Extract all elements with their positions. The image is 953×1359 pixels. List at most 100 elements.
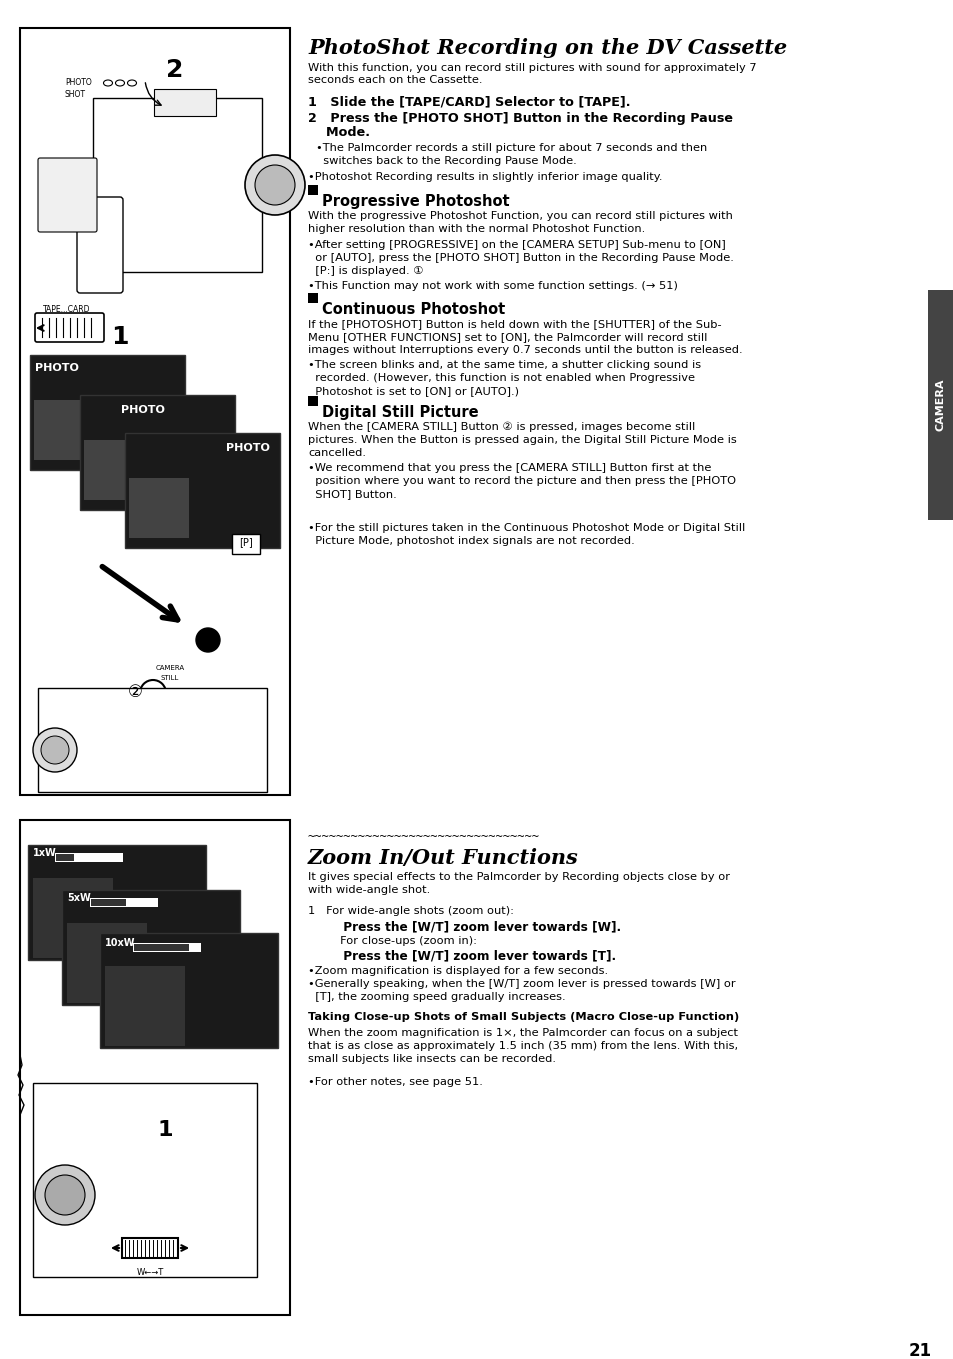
FancyBboxPatch shape	[232, 534, 260, 554]
Circle shape	[195, 628, 220, 652]
Text: Digital Still Picture: Digital Still Picture	[322, 405, 478, 420]
Text: 2   Press the [PHOTO SHOT] Button in the Recording Pause: 2 Press the [PHOTO SHOT] Button in the R…	[308, 111, 732, 125]
Text: switches back to the Recording Pause Mode.: switches back to the Recording Pause Mod…	[315, 156, 577, 166]
FancyBboxPatch shape	[30, 355, 185, 470]
Text: •This Function may not work with some function settings. (→ 51): •This Function may not work with some fu…	[308, 281, 678, 291]
FancyBboxPatch shape	[927, 289, 953, 520]
FancyBboxPatch shape	[62, 890, 240, 1006]
Text: Photoshot is set to [ON] or [AUTO].): Photoshot is set to [ON] or [AUTO].)	[308, 386, 518, 395]
Text: cancelled.: cancelled.	[308, 448, 366, 458]
Text: •For the still pictures taken in the Continuous Photoshot Mode or Digital Still: •For the still pictures taken in the Con…	[308, 523, 744, 533]
Circle shape	[33, 728, 77, 772]
FancyBboxPatch shape	[20, 819, 290, 1316]
FancyBboxPatch shape	[132, 943, 201, 953]
Text: 1   For wide-angle shots (zoom out):: 1 For wide-angle shots (zoom out):	[308, 906, 514, 916]
Text: Taking Close-up Shots of Small Subjects (Macro Close-up Function): Taking Close-up Shots of Small Subjects …	[308, 1012, 739, 1022]
Text: It gives special effects to the Palmcorder by Recording objects close by or: It gives special effects to the Palmcord…	[308, 872, 729, 882]
Text: 10xW: 10xW	[105, 938, 135, 949]
Text: small subjects like insects can be recorded.: small subjects like insects can be recor…	[308, 1055, 556, 1064]
FancyBboxPatch shape	[80, 395, 234, 510]
Text: For close-ups (zoom in):: For close-ups (zoom in):	[322, 936, 476, 946]
Text: 21: 21	[907, 1341, 930, 1359]
FancyBboxPatch shape	[56, 853, 74, 862]
FancyBboxPatch shape	[105, 966, 185, 1046]
FancyBboxPatch shape	[38, 688, 267, 792]
FancyBboxPatch shape	[308, 185, 317, 194]
Circle shape	[41, 737, 69, 764]
Text: position where you want to record the picture and then press the [PHOTO: position where you want to record the pi…	[308, 476, 735, 487]
Text: Zoom In/Out Functions: Zoom In/Out Functions	[308, 848, 578, 868]
Text: SHOT] Button.: SHOT] Button.	[308, 489, 396, 499]
Text: TAPE...CARD: TAPE...CARD	[43, 304, 91, 314]
Text: PHOTO: PHOTO	[226, 443, 270, 453]
Text: Continuous Photoshot: Continuous Photoshot	[322, 302, 505, 317]
Text: PhotoShot Recording on the DV Cassette: PhotoShot Recording on the DV Cassette	[308, 38, 786, 58]
FancyBboxPatch shape	[90, 898, 158, 906]
Text: [P:] is displayed. ①: [P:] is displayed. ①	[308, 266, 423, 276]
Text: CAMERA: CAMERA	[155, 665, 184, 671]
Text: [P]: [P]	[239, 537, 253, 548]
Circle shape	[35, 1165, 95, 1224]
FancyBboxPatch shape	[308, 294, 317, 303]
Text: PHOTO: PHOTO	[121, 405, 165, 414]
Text: with wide-angle shot.: with wide-angle shot.	[308, 885, 430, 896]
FancyBboxPatch shape	[77, 197, 123, 294]
FancyBboxPatch shape	[33, 878, 112, 958]
Text: ~~~~~~~~~~~~~~~~~~~~~~~~~~~~~~~~: ~~~~~~~~~~~~~~~~~~~~~~~~~~~~~~~~	[308, 830, 539, 843]
Text: With the progressive Photoshot Function, you can record still pictures with: With the progressive Photoshot Function,…	[308, 211, 732, 222]
Text: •Generally speaking, when the [W/T] zoom lever is pressed towards [W] or: •Generally speaking, when the [W/T] zoom…	[308, 978, 735, 989]
Text: 1: 1	[157, 1120, 172, 1140]
Text: Press the [W/T] zoom lever towards [W].: Press the [W/T] zoom lever towards [W].	[322, 920, 620, 934]
FancyBboxPatch shape	[35, 313, 104, 342]
Text: Picture Mode, photoshot index signals are not recorded.: Picture Mode, photoshot index signals ar…	[308, 535, 634, 546]
Text: Progressive Photoshot: Progressive Photoshot	[322, 194, 509, 209]
Text: •For other notes, see page 51.: •For other notes, see page 51.	[308, 1076, 482, 1087]
Text: If the [PHOTOSHOT] Button is held down with the [SHUTTER] of the Sub-: If the [PHOTOSHOT] Button is held down w…	[308, 319, 720, 329]
FancyBboxPatch shape	[34, 400, 94, 459]
Text: higher resolution than with the normal Photoshot Function.: higher resolution than with the normal P…	[308, 224, 644, 234]
Circle shape	[254, 164, 294, 205]
Text: •After setting [PROGRESSIVE] on the [CAMERA SETUP] Sub-menu to [ON]: •After setting [PROGRESSIVE] on the [CAM…	[308, 241, 725, 250]
Ellipse shape	[128, 80, 136, 86]
Text: Menu [OTHER FUNCTIONS] set to [ON], the Palmcorder will record still: Menu [OTHER FUNCTIONS] set to [ON], the …	[308, 332, 706, 342]
Text: that is as close as approximately 1.5 inch (35 mm) from the lens. With this,: that is as close as approximately 1.5 in…	[308, 1041, 738, 1051]
Text: With this function, you can record still pictures with sound for approximately 7: With this function, you can record still…	[308, 63, 756, 84]
FancyBboxPatch shape	[122, 1238, 178, 1258]
Text: 1: 1	[112, 325, 129, 349]
Ellipse shape	[103, 80, 112, 86]
Text: •The screen blinks and, at the same time, a shutter clicking sound is: •The screen blinks and, at the same time…	[308, 360, 700, 370]
Text: 2: 2	[166, 58, 184, 82]
FancyBboxPatch shape	[100, 934, 277, 1048]
FancyBboxPatch shape	[33, 1083, 256, 1277]
Text: •Zoom magnification is displayed for a few seconds.: •Zoom magnification is displayed for a f…	[308, 966, 607, 976]
Text: Mode.: Mode.	[308, 126, 370, 139]
FancyBboxPatch shape	[67, 923, 147, 1003]
Text: Press the [W/T] zoom lever towards [T].: Press the [W/T] zoom lever towards [T].	[322, 949, 616, 962]
Text: 5xW: 5xW	[67, 893, 91, 902]
FancyBboxPatch shape	[129, 478, 189, 538]
Text: ②: ②	[128, 684, 142, 701]
FancyBboxPatch shape	[38, 158, 97, 232]
Text: STILL: STILL	[161, 675, 179, 681]
FancyBboxPatch shape	[125, 434, 280, 548]
Circle shape	[45, 1176, 85, 1215]
Text: •The Palmcorder records a still picture for about 7 seconds and then: •The Palmcorder records a still picture …	[315, 143, 706, 154]
Text: pictures. When the Button is pressed again, the Digital Still Picture Mode is: pictures. When the Button is pressed aga…	[308, 435, 736, 444]
Text: CAMERA: CAMERA	[935, 379, 945, 431]
Circle shape	[245, 155, 305, 215]
Text: W←→T: W←→T	[136, 1268, 164, 1277]
FancyBboxPatch shape	[153, 88, 215, 116]
Ellipse shape	[115, 80, 125, 86]
Text: 1   Slide the [TAPE/CARD] Selector to [TAPE].: 1 Slide the [TAPE/CARD] Selector to [TAP…	[308, 95, 630, 107]
Text: [T], the zooming speed gradually increases.: [T], the zooming speed gradually increas…	[308, 992, 565, 1002]
FancyBboxPatch shape	[308, 395, 317, 406]
Text: 1: 1	[203, 631, 213, 643]
FancyBboxPatch shape	[91, 900, 126, 906]
Text: images without Interruptions every 0.7 seconds until the button is released.: images without Interruptions every 0.7 s…	[308, 345, 741, 355]
Text: SHOT: SHOT	[65, 90, 86, 99]
Text: 1xW: 1xW	[33, 848, 56, 858]
FancyBboxPatch shape	[92, 98, 262, 272]
FancyBboxPatch shape	[55, 853, 123, 862]
FancyBboxPatch shape	[84, 440, 144, 500]
Text: PHOTO: PHOTO	[65, 77, 91, 87]
